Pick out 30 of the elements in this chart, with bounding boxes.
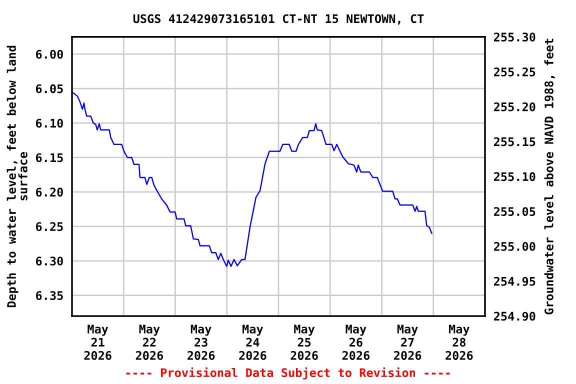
- y-tick-label: 6.35: [36, 291, 63, 300]
- y2-tick-label: 254.90: [494, 312, 536, 321]
- x-tick-label: May 25 2026: [290, 324, 318, 360]
- x-tick-label: May 26 2026: [342, 324, 370, 360]
- chart-title: USGS 412429073165101 CT-NT 15 NEWTOWN, CT: [133, 14, 424, 25]
- x-tick-label: May 22 2026: [136, 324, 164, 360]
- y-tick-label: 6.00: [36, 50, 63, 59]
- y2-tick-label: 255.30: [494, 32, 536, 42]
- y2-tick-label: 255.05: [494, 207, 536, 216]
- y2-tick-label: 255.00: [494, 242, 536, 251]
- y2-tick-label: 254.95: [494, 276, 536, 286]
- x-tick-label: May 24 2026: [239, 324, 266, 360]
- x-tick-label: May 21 2026: [84, 324, 112, 360]
- y-tick-label: 6.30: [36, 256, 63, 266]
- y2-tick-label: 255.25: [494, 67, 536, 76]
- y-tick-label: 6.20: [36, 188, 63, 197]
- x-tick-label: May 23 2026: [188, 324, 215, 360]
- y-tick-label: 6.15: [36, 153, 63, 162]
- text: ---- Provisional Data Subject to Revision ----: [126, 367, 450, 380]
- y-tick-label: 6.25: [36, 222, 63, 232]
- line-series: [72, 91, 432, 268]
- y2-tick-label: 255.20: [494, 102, 536, 112]
- y2-tick-label: 255.15: [494, 137, 536, 146]
- y2-tick-label: 255.10: [494, 172, 536, 182]
- y-tick-label: 6.10: [36, 118, 63, 128]
- y2-axis-title: Groundwater level above NAVD 1988, feet: [544, 38, 555, 314]
- x-tick-label: May 27 2026: [394, 324, 422, 360]
- y-tick-label: 6.05: [36, 84, 63, 94]
- x-tick-label: May 28 2026: [446, 324, 473, 360]
- y-axis-title: Depth to water level, feet below land surface: [6, 46, 28, 308]
